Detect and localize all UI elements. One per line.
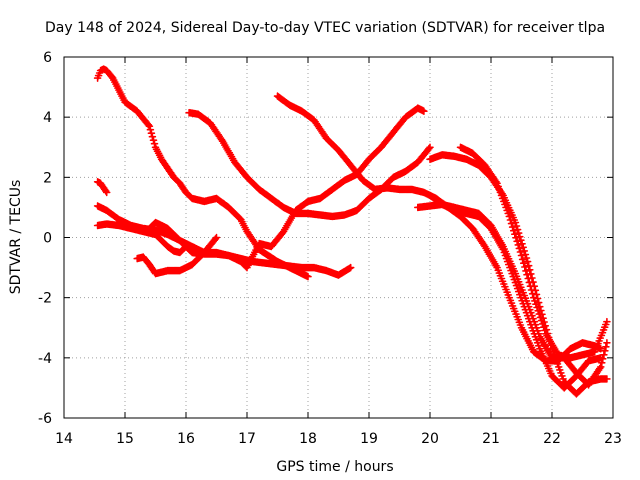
- x-tick-label: 15: [116, 431, 134, 447]
- y-tick-label: -4: [38, 351, 52, 367]
- series-s2: [93, 178, 111, 197]
- series-s11: [456, 143, 611, 362]
- y-tick-label: 4: [43, 110, 52, 126]
- x-tick-label: 14: [55, 431, 73, 447]
- series-s5: [133, 233, 221, 278]
- y-tick-label: 0: [43, 231, 52, 247]
- x-tick-label: 16: [177, 431, 195, 447]
- y-tick-label: -2: [38, 291, 52, 307]
- x-tick-label: 22: [543, 431, 561, 447]
- x-tick-label: 18: [299, 431, 317, 447]
- y-tick-label: -6: [38, 411, 52, 427]
- x-tick-label: 19: [360, 431, 378, 447]
- chart-title: Day 148 of 2024, Sidereal Day-to-day VTE…: [45, 20, 605, 36]
- series-s12: [426, 191, 605, 392]
- series-s4: [93, 220, 190, 257]
- series-s8: [273, 92, 605, 365]
- x-tick-label: 17: [238, 431, 256, 447]
- x-tick-label: 21: [482, 431, 500, 447]
- y-axis-label: SDTVAR / TECUs: [8, 180, 24, 295]
- x-tick-label: 23: [604, 431, 622, 447]
- series-s6: [145, 104, 428, 272]
- x-tick-label: 20: [421, 431, 439, 447]
- plot-frame: [63, 56, 614, 419]
- y-tick-label: 2: [43, 170, 52, 186]
- grid-layer: [64, 57, 613, 418]
- x-axis-label: GPS time / hours: [276, 459, 393, 475]
- series-layer: [93, 65, 611, 398]
- y-tick-label: 6: [43, 50, 52, 66]
